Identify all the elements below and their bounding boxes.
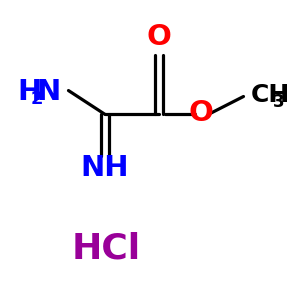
Text: N: N: [36, 78, 61, 106]
Text: HCl: HCl: [72, 231, 141, 265]
Text: 3: 3: [273, 93, 284, 111]
Text: CH: CH: [251, 83, 290, 107]
Text: O: O: [189, 99, 214, 127]
Text: O: O: [146, 23, 171, 51]
Text: H: H: [17, 78, 42, 106]
Text: 2: 2: [31, 90, 43, 108]
Text: NH: NH: [81, 154, 129, 182]
